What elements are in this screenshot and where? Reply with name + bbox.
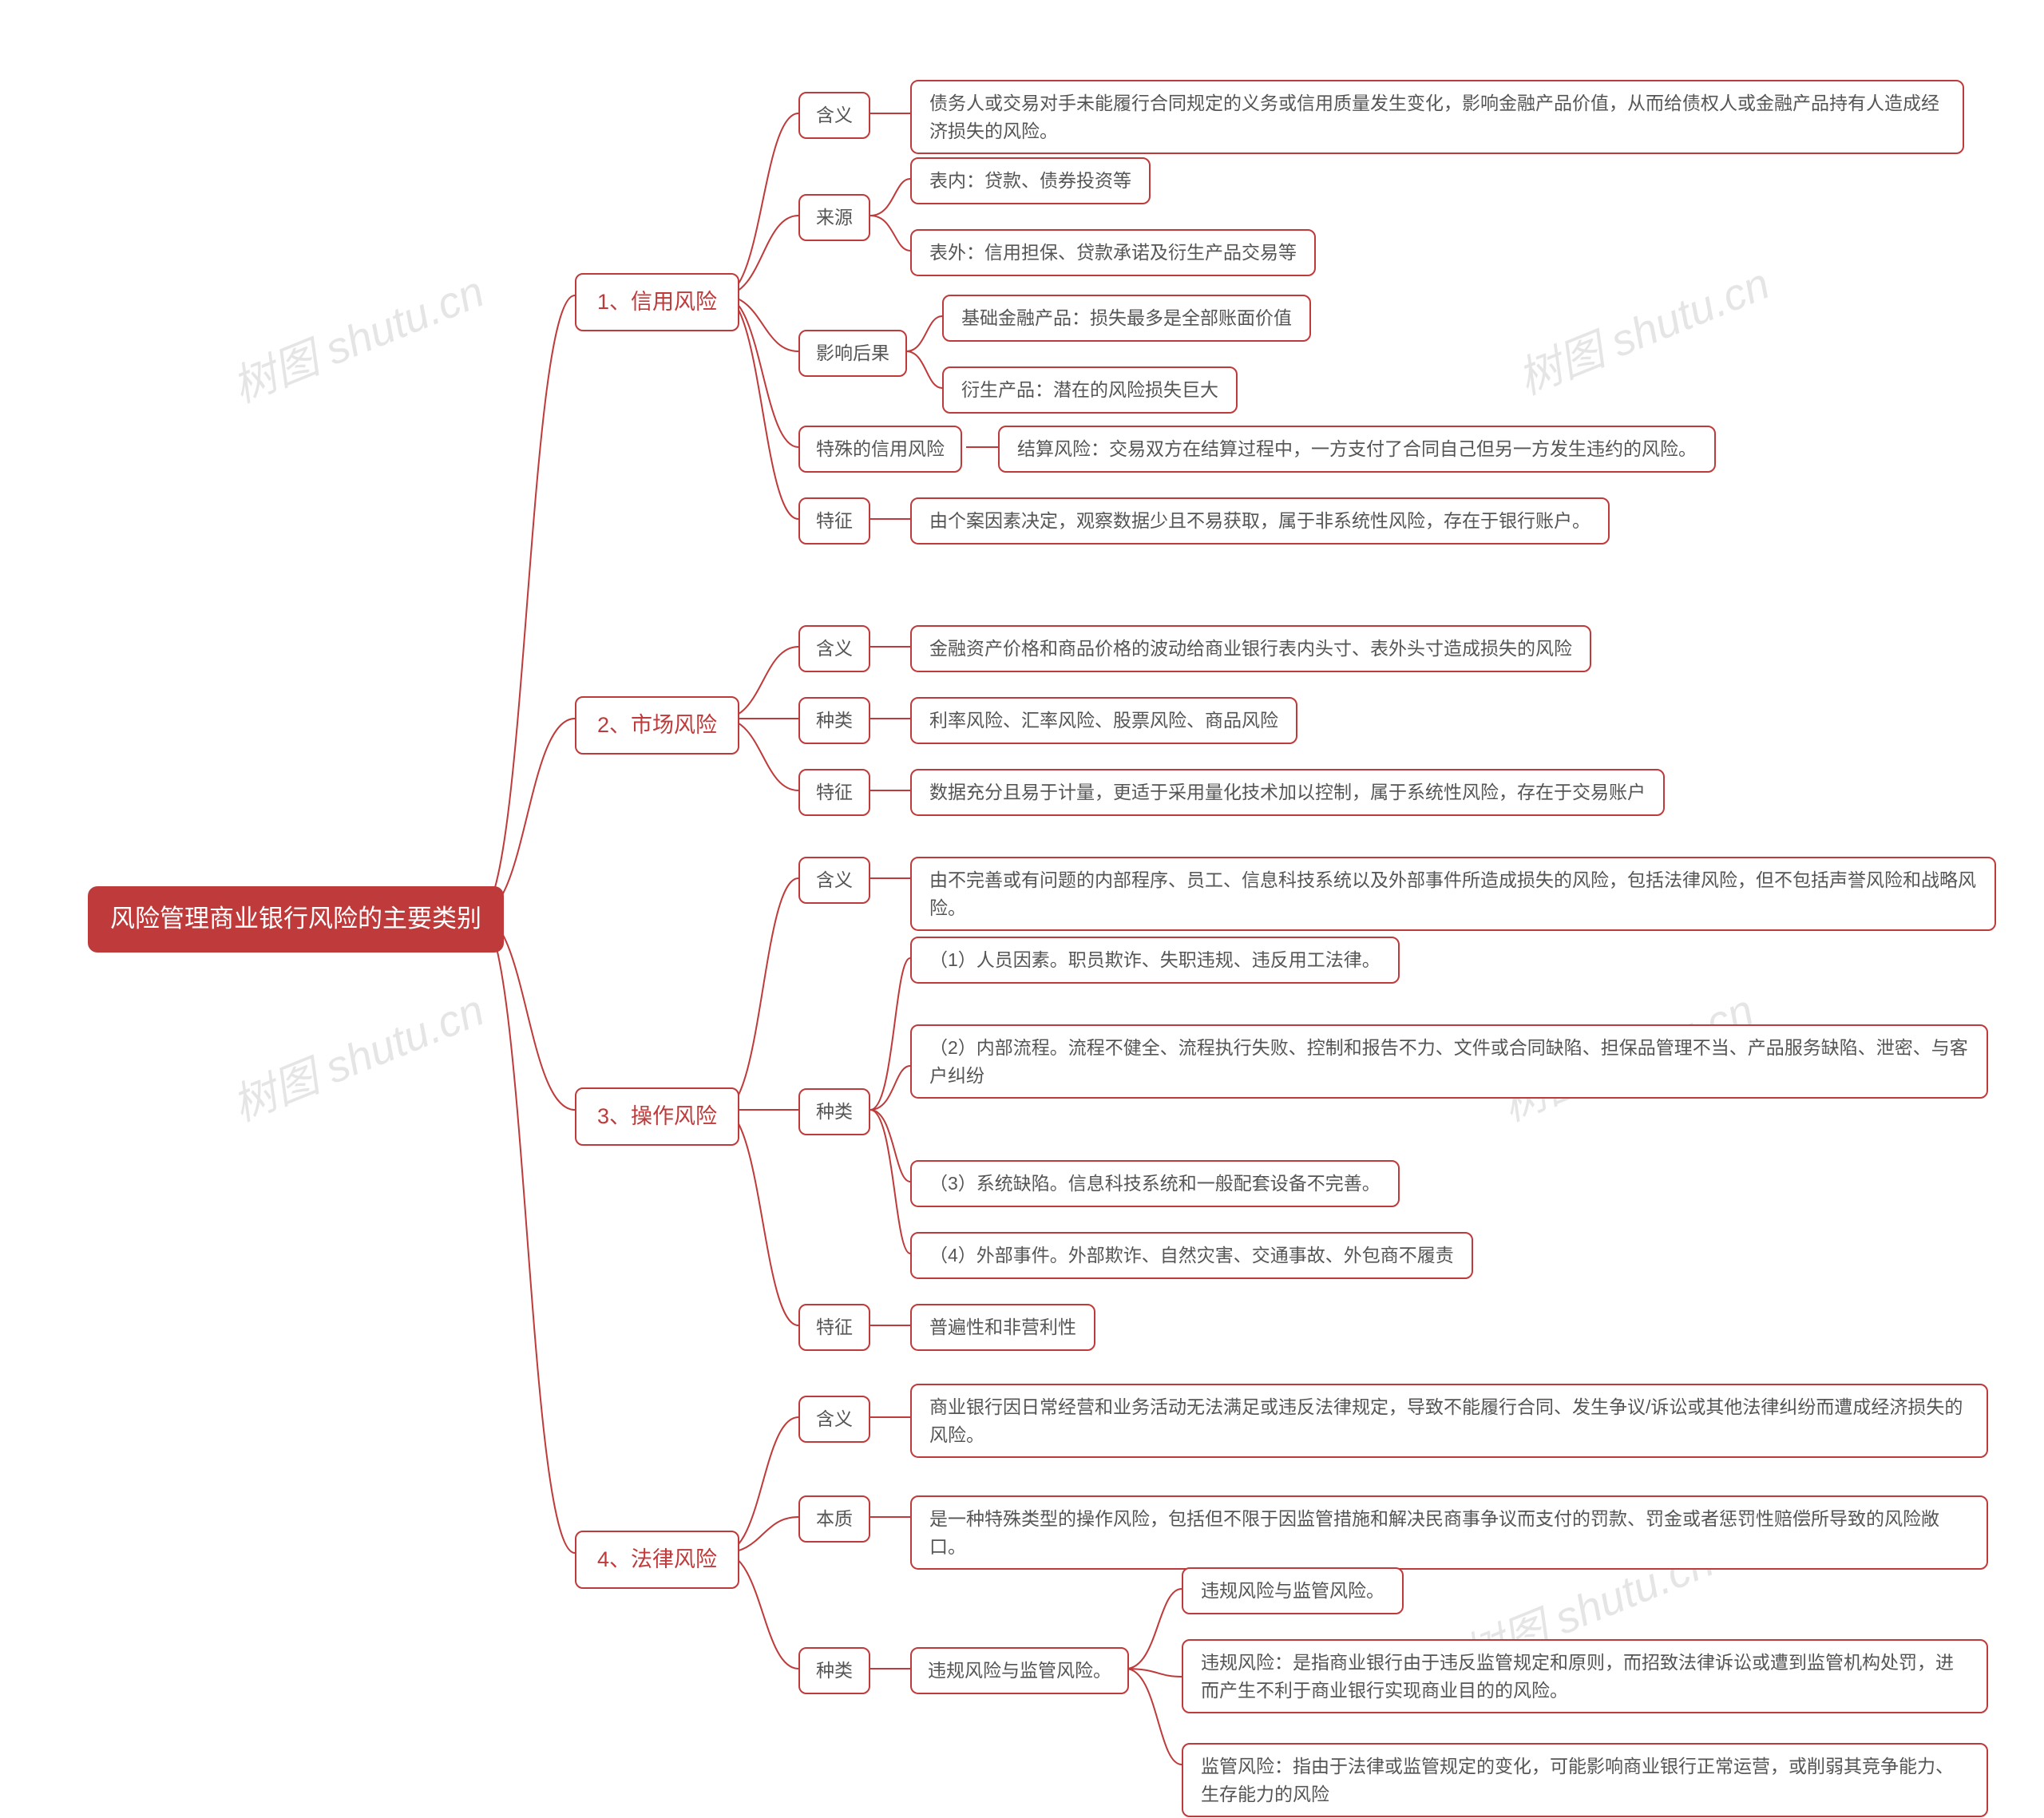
sub-source[interactable]: 来源 bbox=[798, 194, 870, 241]
leaf-node: 由不完善或有问题的内部程序、员工、信息科技系统以及外部事件所造成损失的风险，包括… bbox=[910, 857, 1996, 931]
leaf-node: （1）人员因素。职员欺诈、失职违规、违反用工法律。 bbox=[910, 937, 1400, 984]
leaf-node: 利率风险、汇率风险、股票风险、商品风险 bbox=[910, 697, 1297, 744]
sub-type[interactable]: 种类 bbox=[798, 1647, 870, 1694]
sub-type[interactable]: 种类 bbox=[798, 1088, 870, 1135]
sub-feature[interactable]: 特征 bbox=[798, 1304, 870, 1351]
leaf-node: 债务人或交易对手未能履行合同规定的义务或信用质量发生变化，影响金融产品价值，从而… bbox=[910, 80, 1964, 154]
mindmap-canvas: 树图 shutu.cn 树图 shutu.cn 树图 shutu.cn 树图 s… bbox=[0, 0, 2044, 1818]
branch-market-risk[interactable]: 2、市场风险 bbox=[575, 696, 739, 755]
sub-feature[interactable]: 特征 bbox=[798, 769, 870, 816]
leaf-node: 衍生产品：潜在的风险损失巨大 bbox=[942, 366, 1238, 414]
sub-consequence[interactable]: 影响后果 bbox=[798, 330, 907, 377]
leaf-node: 普遍性和非营利性 bbox=[910, 1304, 1095, 1351]
leaf-node: 基础金融产品：损失最多是全部账面价值 bbox=[942, 295, 1311, 342]
sub-type[interactable]: 种类 bbox=[798, 697, 870, 744]
mid-node[interactable]: 违规风险与监管风险。 bbox=[910, 1647, 1129, 1694]
leaf-node: 表内：贷款、债券投资等 bbox=[910, 157, 1151, 204]
root-node[interactable]: 风险管理商业银行风险的主要类别 bbox=[88, 886, 504, 953]
leaf-node: （2）内部流程。流程不健全、流程执行失败、控制和报告不力、文件或合同缺陷、担保品… bbox=[910, 1024, 1988, 1099]
leaf-node: 结算风险：交易双方在结算过程中，一方支付了合同自己但另一方发生违约的风险。 bbox=[998, 426, 1716, 473]
sub-meaning[interactable]: 含义 bbox=[798, 92, 870, 139]
leaf-node: 表外：信用担保、贷款承诺及衍生产品交易等 bbox=[910, 229, 1316, 276]
watermark: 树图 shutu.cn bbox=[1507, 248, 1777, 407]
sub-special[interactable]: 特殊的信用风险 bbox=[798, 426, 962, 473]
leaf-node: 商业银行因日常经营和业务活动无法满足或违反法律规定，导致不能履行合同、发生争议/… bbox=[910, 1384, 1988, 1458]
branch-operational-risk[interactable]: 3、操作风险 bbox=[575, 1087, 739, 1146]
sub-feature[interactable]: 特征 bbox=[798, 497, 870, 545]
leaf-node: 数据充分且易于计量，更适于采用量化技术加以控制，属于系统性风险，存在于交易账户 bbox=[910, 769, 1665, 816]
leaf-node: 金融资产价格和商品价格的波动给商业银行表内头寸、表外头寸造成损失的风险 bbox=[910, 625, 1591, 672]
sub-meaning[interactable]: 含义 bbox=[798, 857, 870, 904]
watermark: 树图 shutu.cn bbox=[221, 256, 492, 415]
branch-credit-risk[interactable]: 1、信用风险 bbox=[575, 273, 739, 331]
leaf-node: 违规风险与监管风险。 bbox=[1182, 1567, 1404, 1614]
branch-legal-risk[interactable]: 4、法律风险 bbox=[575, 1531, 739, 1589]
sub-meaning[interactable]: 含义 bbox=[798, 625, 870, 672]
leaf-node: 是一种特殊类型的操作风险，包括但不限于因监管措施和解决民商事争议而支付的罚款、罚… bbox=[910, 1495, 1988, 1570]
leaf-node: （3）系统缺陷。信息科技系统和一般配套设备不完善。 bbox=[910, 1160, 1400, 1207]
leaf-node: 由个案因素决定，观察数据少且不易获取，属于非系统性风险，存在于银行账户。 bbox=[910, 497, 1610, 545]
leaf-node: 监管风险：指由于法律或监管规定的变化，可能影响商业银行正常运营，或削弱其竞争能力… bbox=[1182, 1743, 1988, 1817]
leaf-node: 违规风险：是指商业银行由于违反监管规定和原则，而招致法律诉讼或遭到监管机构处罚，… bbox=[1182, 1639, 1988, 1713]
sub-essence[interactable]: 本质 bbox=[798, 1495, 870, 1543]
leaf-node: （4）外部事件。外部欺诈、自然灾害、交通事故、外包商不履责 bbox=[910, 1232, 1473, 1279]
watermark: 树图 shutu.cn bbox=[221, 975, 492, 1134]
sub-meaning[interactable]: 含义 bbox=[798, 1396, 870, 1443]
